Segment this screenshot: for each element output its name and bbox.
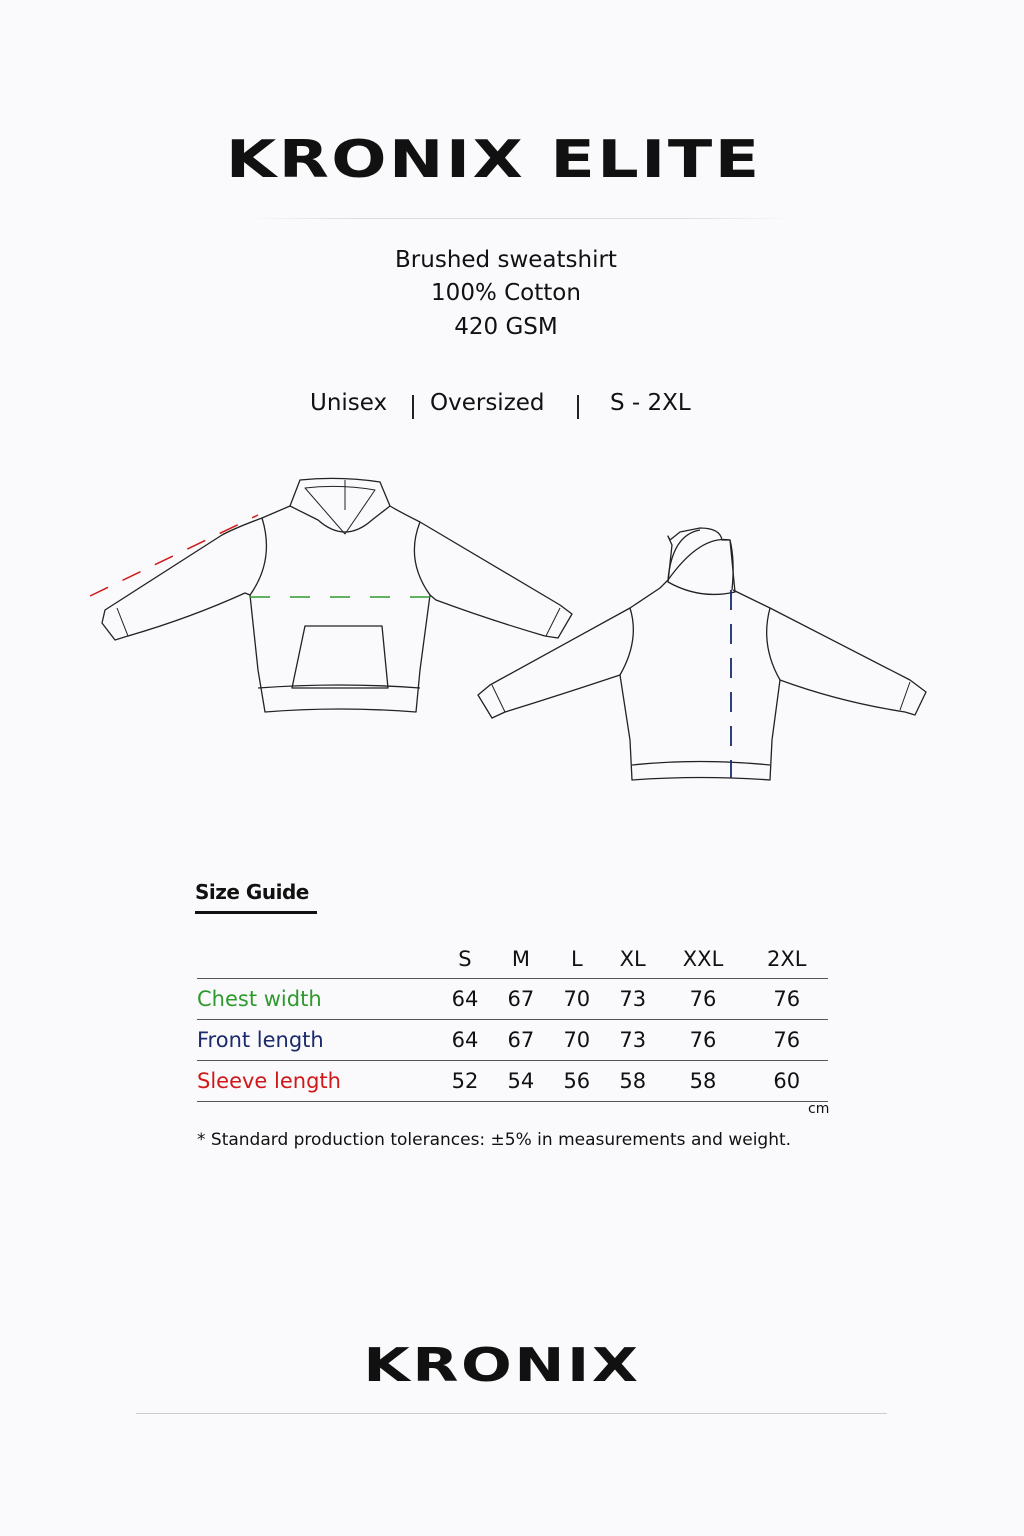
size-guide-underline xyxy=(195,911,317,914)
cell: 76 xyxy=(745,978,828,1020)
size-header: S xyxy=(458,947,472,971)
cell: 73 xyxy=(604,978,661,1020)
cell: 58 xyxy=(604,1060,661,1102)
cell: 76 xyxy=(660,1019,746,1061)
divider xyxy=(245,218,795,219)
cell: 60 xyxy=(745,1060,828,1102)
cell: 76 xyxy=(745,1019,828,1061)
spec-material: 100% Cotton xyxy=(431,280,581,306)
size-header: 2XL xyxy=(766,947,807,971)
hoodie-front-sketch xyxy=(101,477,573,713)
size-guide-table: S M L XL XXL 2XL Chest width 64 67 70 73… xyxy=(197,940,828,1102)
row-label: Chest width xyxy=(197,978,437,1020)
hoodie-illustration xyxy=(89,477,927,781)
cell: 58 xyxy=(660,1060,746,1102)
cell: 76 xyxy=(660,978,746,1020)
unit-label: cm xyxy=(808,1101,830,1117)
size-header-row: S M L XL XXL 2XL xyxy=(197,940,828,979)
footer-divider xyxy=(136,1413,887,1414)
table-row-front: Front length 64 67 70 73 76 76 xyxy=(197,1019,828,1061)
row-label: Sleeve length xyxy=(197,1060,437,1102)
cell: 64 xyxy=(437,978,493,1020)
product-title: KRONIX ELITE xyxy=(225,130,762,190)
table-row-sleeve: Sleeve length 52 54 56 58 58 60 xyxy=(197,1060,828,1102)
cell: 73 xyxy=(604,1019,661,1061)
hoodie-back-sketch xyxy=(477,527,927,781)
tolerance-note: * Standard production tolerances: ±5% in… xyxy=(197,1130,792,1150)
tag-gender: Unisex xyxy=(310,390,388,416)
cell: 70 xyxy=(548,978,605,1020)
row-label: Front length xyxy=(197,1019,437,1061)
cell: 52 xyxy=(437,1060,493,1102)
size-guide-title: Size Guide xyxy=(195,880,309,904)
cell: 70 xyxy=(548,1019,605,1061)
spec-fabric: Brushed sweatshirt xyxy=(395,247,617,273)
size-header: M xyxy=(511,947,530,971)
tag-separator xyxy=(577,395,579,419)
cell: 67 xyxy=(492,978,549,1020)
cell: 67 xyxy=(492,1019,549,1061)
cell: 64 xyxy=(437,1019,493,1061)
cell: 56 xyxy=(548,1060,605,1102)
size-header: XXL xyxy=(682,947,724,971)
tag-fit: Oversized xyxy=(430,390,545,416)
size-header: L xyxy=(570,947,583,971)
size-header: XL xyxy=(619,947,646,971)
cell: 54 xyxy=(492,1060,549,1102)
tag-separator xyxy=(412,395,414,419)
table-row-chest: Chest width 64 67 70 73 76 76 xyxy=(197,978,828,1020)
footer-brand-logo: KRONIX xyxy=(363,1338,641,1392)
tag-sizes: S - 2XL xyxy=(610,390,691,416)
sleeve-length-measure-line xyxy=(89,514,259,597)
spec-weight: 420 GSM xyxy=(454,314,558,340)
